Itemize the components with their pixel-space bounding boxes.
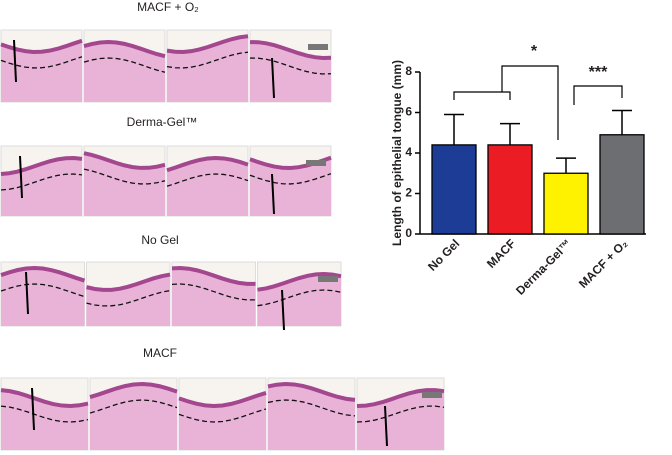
bar [487,144,533,235]
tongue-marker [281,289,285,331]
epidermis [0,265,86,283]
significance-label: * [531,43,538,60]
wound-line [83,57,166,73]
epidermis [83,39,166,59]
x-tick-label: Derma-Gel™ [513,236,574,297]
bar [599,134,645,235]
epidermis [257,272,342,292]
epidermis [356,388,445,408]
wound-line [166,51,249,69]
tongue-marker [271,173,275,215]
y-tick-label: 2 [405,186,412,200]
epidermis [0,156,83,176]
epidermis [89,381,178,399]
wound-line [257,289,342,307]
wound-line [0,173,83,191]
wound-line [0,283,85,298]
x-tick-label: MACF [484,236,518,270]
tissue [86,274,170,326]
wound-line [249,173,332,185]
panel-label: No Gel [141,233,178,247]
tissue [1,390,88,450]
tissue [1,40,82,102]
bar [431,144,477,235]
y-tick-label: 8 [405,64,412,78]
epidermis [249,40,332,60]
tissue [1,268,85,326]
tongue-marker [271,57,275,99]
epidermis [171,266,256,286]
epidermis [166,155,249,173]
significance-bracket [501,65,559,140]
tissue [167,158,248,216]
scale-bar [318,276,338,282]
tongue-marker [19,155,23,199]
wound-line [171,283,256,301]
significance-label: *** [589,64,608,81]
scale-bar [308,44,328,50]
tissue [84,42,165,102]
scale-bar [422,392,442,398]
tongue-marker [25,271,29,315]
tissue [268,384,355,450]
x-tick-label: No Gel [425,236,462,273]
significance-bracket [573,85,623,105]
wound-line [166,173,249,187]
wound-line [0,56,83,69]
wound-line [356,405,445,423]
tissue [250,157,331,216]
y-tick-label: 4 [405,145,412,159]
y-axis-label: Length of epithelial tongue (mm) [390,60,404,246]
y-tick-label: 0 [405,226,412,240]
wound-line [83,168,166,185]
wound-line [0,405,89,423]
bar-chart: Length of epithelial tongue (mm) 0 2 4 6 8 No… [390,43,646,298]
bar [543,172,589,235]
wound-line [86,289,171,307]
epidermis [86,272,171,292]
significance-bracket [453,91,511,100]
panel-label: Derma-Gel™ [127,115,198,129]
x-tick-label: MACF + O₂ [576,236,630,290]
tissue [90,384,177,450]
panel-label: MACF [143,346,177,360]
epidermis [0,388,89,408]
epidermis [83,151,166,170]
tongue-marker [13,39,17,83]
wound-line [249,57,332,75]
y-tick-label: 6 [405,105,412,119]
epidermis [166,34,249,54]
wound-line [267,399,356,417]
scale-bar [306,160,326,166]
panel-label: MACF + O₂ [137,0,199,14]
wound-line [89,399,178,414]
wound-line [178,408,267,423]
tongue-marker [384,405,388,447]
tongue-marker [31,387,35,431]
epidermis [267,382,356,402]
epidermis [178,391,267,409]
